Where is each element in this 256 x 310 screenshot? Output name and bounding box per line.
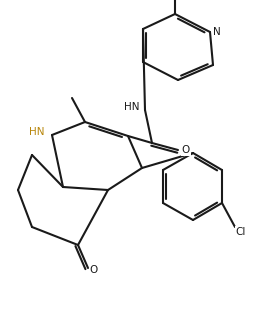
Text: HN: HN xyxy=(29,127,45,137)
Text: N: N xyxy=(213,27,221,37)
Text: O: O xyxy=(182,145,190,155)
Text: O: O xyxy=(90,265,98,275)
Text: Cl: Cl xyxy=(236,227,246,237)
Text: HN: HN xyxy=(124,102,140,112)
